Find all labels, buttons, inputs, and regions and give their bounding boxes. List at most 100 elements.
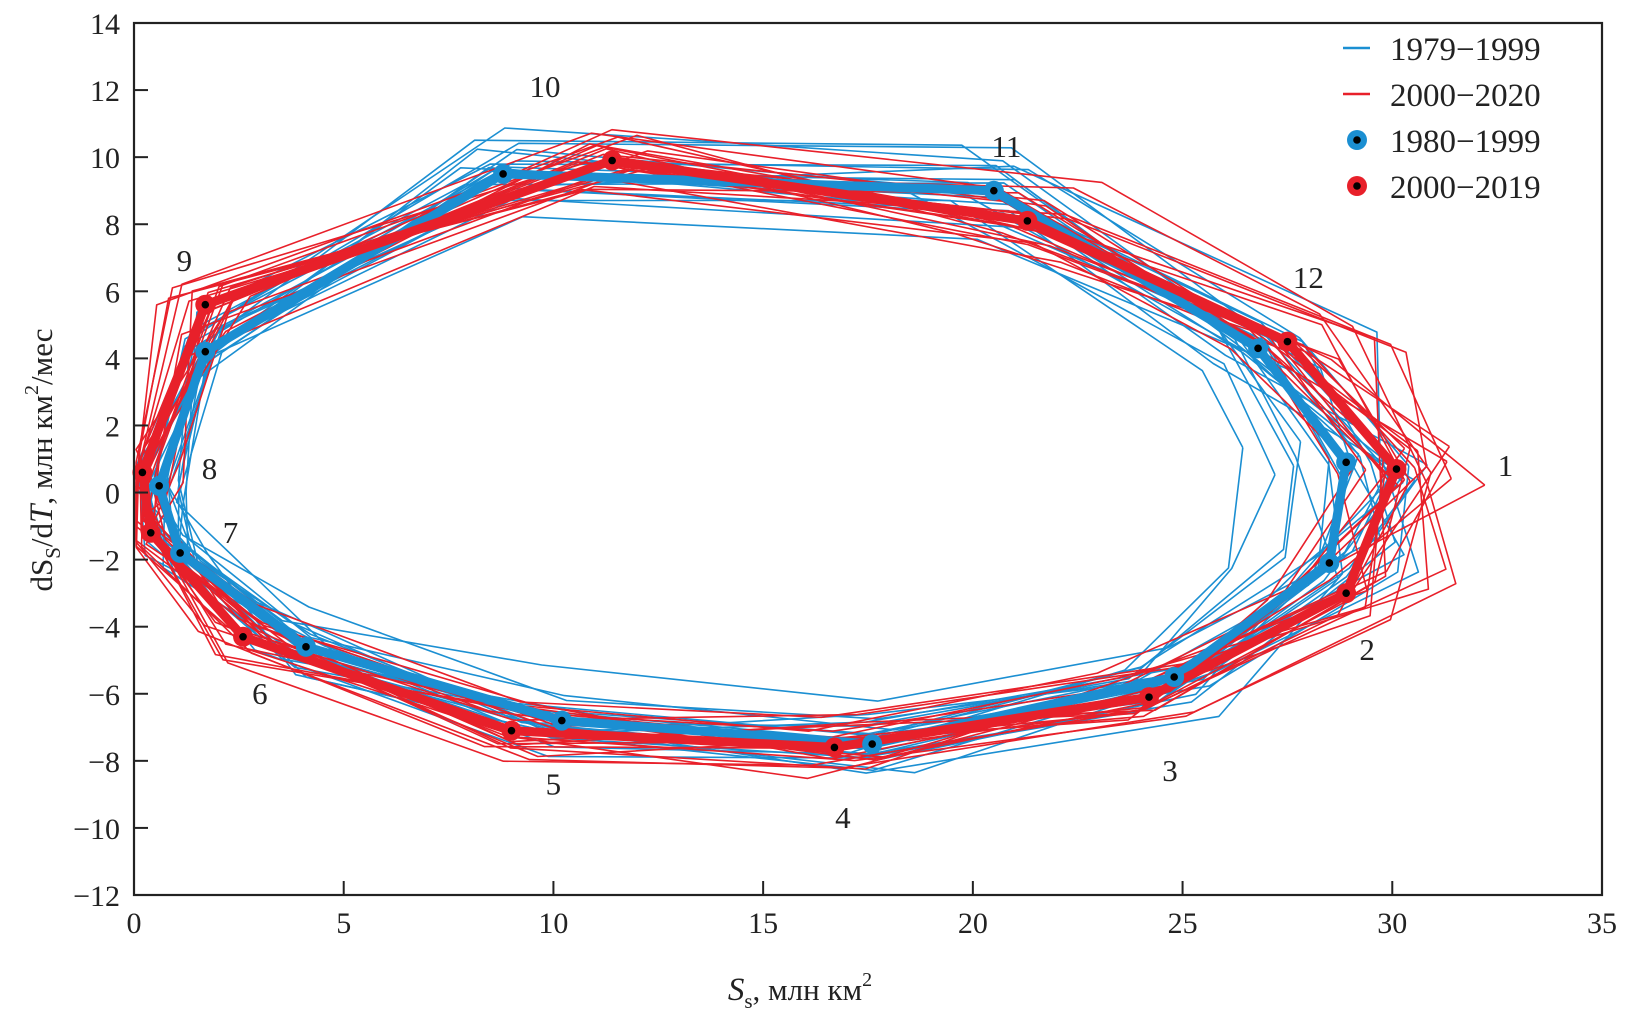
mean-marker-dot — [830, 743, 839, 752]
mean-marker-dot — [201, 347, 210, 356]
mean-trajectories — [132, 150, 1407, 758]
mean-point-red-month-10 — [602, 150, 623, 171]
mean-point-blue-month-12 — [1248, 338, 1269, 359]
mean-marker-dot — [558, 716, 566, 725]
y-tick-label: 8 — [105, 209, 120, 242]
x-tick-label: 15 — [748, 907, 778, 940]
month-label-8: 8 — [202, 451, 218, 486]
mean-marker-dot — [239, 632, 247, 641]
mean-point-red-month-4 — [824, 737, 845, 758]
y-tick-label: 2 — [105, 410, 120, 443]
y-tick-label: −12 — [73, 880, 120, 913]
y-axis-title: dSS/dT, млн км2/мес — [21, 328, 65, 591]
mean-point-red-month-11 — [1017, 210, 1038, 231]
mean-marker-dot — [1023, 217, 1032, 225]
month-label-12: 12 — [1293, 260, 1324, 295]
month-label-6: 6 — [252, 676, 268, 711]
legend-label: 1980−1999 — [1390, 124, 1541, 160]
mean-point-blue-month-4 — [862, 734, 883, 755]
mean-point-blue-month-7 — [170, 542, 191, 563]
year-trajectory-red — [140, 174, 1432, 769]
legend-entry-4: 2000−2019 — [1347, 170, 1541, 206]
y-tick-label: 4 — [105, 343, 120, 376]
mean-marker-dot — [146, 528, 155, 537]
legend-marker-dot — [1353, 136, 1361, 144]
mean-marker-dot — [138, 468, 147, 477]
mean-marker-dot — [1170, 673, 1178, 681]
mean-point-blue-month-3 — [1164, 667, 1185, 687]
x-tick-label: 30 — [1377, 907, 1407, 940]
mean-point-red-month-5 — [501, 720, 522, 741]
month-label-10: 10 — [530, 69, 561, 104]
mean-point-blue-month-10 — [493, 163, 514, 184]
mean-point-red-month-1 — [1386, 459, 1407, 480]
mean-point-red-month-12 — [1277, 331, 1298, 352]
mean-marker-dot — [1325, 559, 1334, 567]
x-tick-label: 10 — [538, 907, 568, 940]
y-tick-label: 10 — [90, 142, 120, 175]
mean-marker-dot — [201, 300, 210, 309]
x-tick-label: 0 — [127, 907, 142, 940]
mean-point-blue-month-9 — [195, 341, 216, 362]
x-tick-label: 5 — [336, 907, 351, 940]
legend-label: 2000−2019 — [1390, 170, 1541, 206]
y-tick-label: 0 — [105, 478, 120, 511]
mean-marker-dot — [868, 740, 876, 748]
mean-marker-dot — [1342, 458, 1350, 467]
mean-point-red-month-3 — [1139, 687, 1160, 708]
plot-lines — [135, 127, 1486, 780]
mean-point-red-month-2 — [1336, 583, 1357, 604]
mean-point-blue-month-6 — [295, 636, 316, 657]
mean-marker-dot — [176, 549, 184, 557]
y-tick-label: −10 — [73, 813, 120, 846]
y-tick-label: 14 — [90, 8, 120, 41]
legend-entry-2: 2000−2020 — [1343, 78, 1541, 114]
legend-entry-3: 1980−1999 — [1347, 124, 1541, 160]
x-axis-title: Ss, млн км2 — [728, 969, 872, 1013]
mean-point-red-month-9 — [195, 294, 216, 315]
month-label-4: 4 — [835, 800, 851, 835]
mean-point-blue-month-8 — [149, 475, 170, 496]
mean-point-blue-month-5 — [551, 710, 572, 731]
mean-marker-dot — [507, 726, 516, 735]
mean-point-red-month-6 — [233, 626, 254, 647]
legend-label: 1979−1999 — [1390, 32, 1541, 68]
y-tick-label: −2 — [88, 545, 120, 578]
y-tick-label: 6 — [105, 276, 120, 309]
legend-entry-1: 1979−1999 — [1343, 32, 1541, 68]
legend-marker-dot — [1353, 182, 1361, 190]
x-tick-label: 35 — [1587, 907, 1617, 940]
mean-marker-dot — [1392, 465, 1401, 473]
mean-marker-dot — [1145, 693, 1153, 701]
legend: 1979−1999 2000−2020 1980−1999 2000−2019 — [1343, 32, 1541, 206]
mean-marker-dot — [499, 170, 507, 178]
year-trajectory-red — [145, 162, 1447, 742]
month-label-3: 3 — [1162, 753, 1178, 788]
y-tick-label: 12 — [90, 75, 120, 108]
mean-marker-dot — [302, 643, 310, 651]
y-tick-label: −4 — [88, 612, 120, 645]
mean-marker-dot — [1283, 337, 1292, 346]
year-trajectory-red — [135, 188, 1355, 743]
mean-marker-dot — [1254, 344, 1262, 353]
month-label-9: 9 — [177, 243, 193, 278]
y-tick-label: −6 — [88, 679, 120, 712]
mean-point-blue-month-11 — [983, 180, 1004, 201]
mean-point-blue-month-2 — [1319, 552, 1340, 573]
month-label-7: 7 — [223, 515, 239, 550]
mean-marker-dot — [990, 186, 998, 195]
month-label-1: 1 — [1498, 448, 1514, 483]
x-tick-label: 25 — [1168, 907, 1198, 940]
mean-marker-dot — [155, 482, 163, 490]
legend-label: 2000−2020 — [1390, 78, 1541, 114]
mean-marker-dot — [608, 156, 616, 165]
month-label-11: 11 — [991, 129, 1021, 164]
y-tick-label: −8 — [88, 746, 120, 779]
plot-frame — [132, 21, 1604, 897]
month-label-2: 2 — [1359, 632, 1375, 667]
mean-point-red-month-7 — [140, 522, 161, 543]
month-label-5: 5 — [546, 766, 562, 801]
